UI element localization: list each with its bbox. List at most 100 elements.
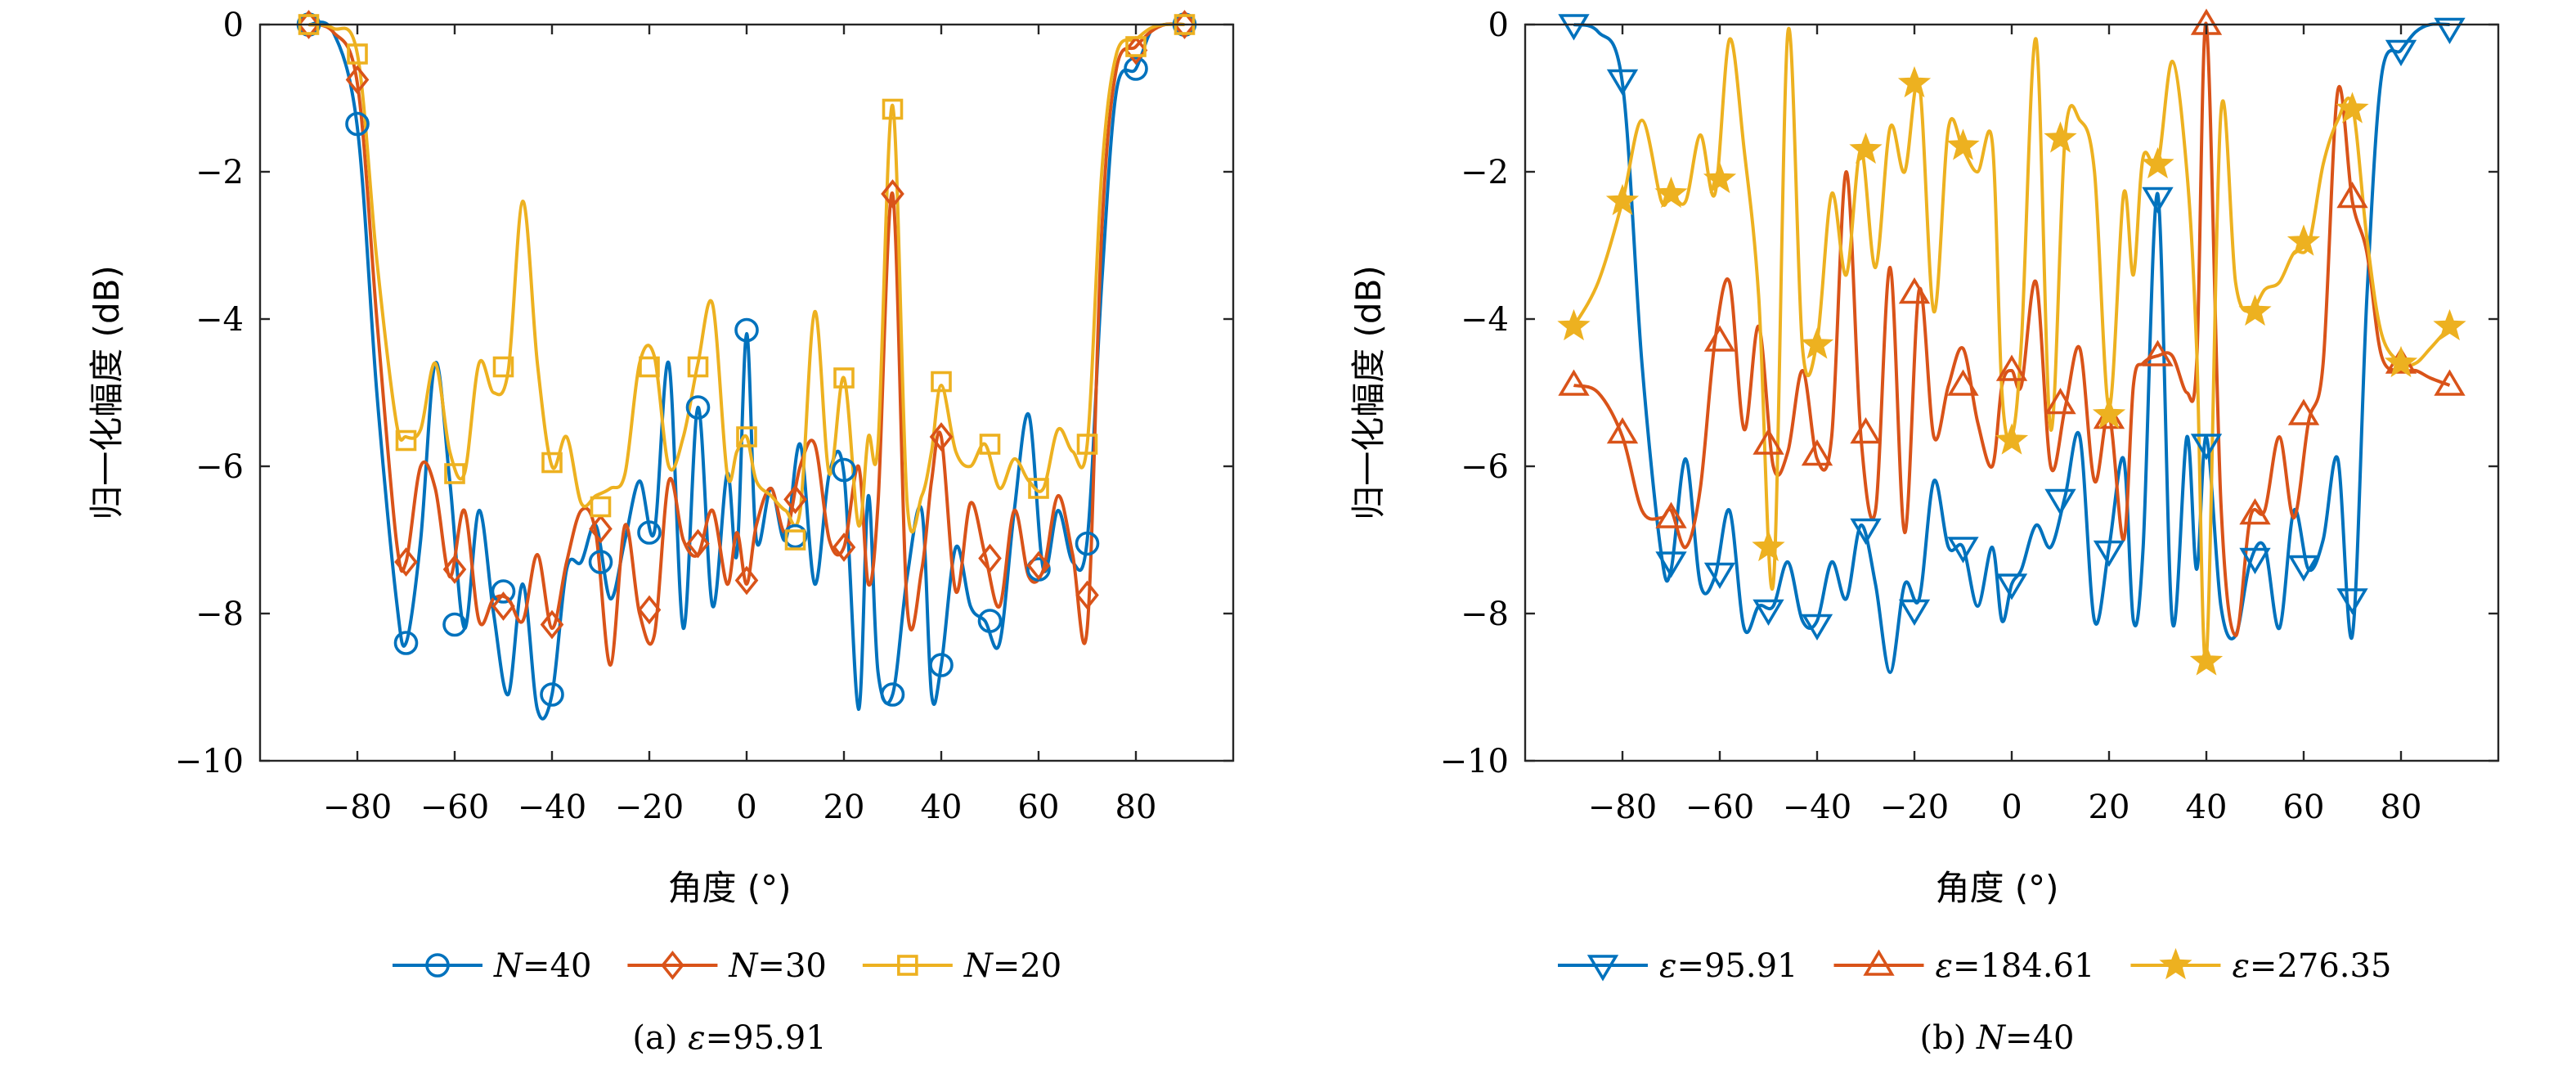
x-tick-label: −40 (1783, 789, 1851, 826)
x-axis-title: 角度 (°) (1935, 868, 2058, 908)
series-3-marker (1752, 529, 1785, 562)
series-2-marker (978, 543, 1002, 573)
series-1-marker (880, 682, 905, 707)
series-2-marker (1801, 438, 1833, 466)
series-2-marker (589, 514, 613, 544)
x-tick-label: 20 (2089, 789, 2130, 826)
legend-label: ε=95.91 (1659, 947, 1798, 985)
series-3-marker (1076, 434, 1098, 455)
x-tick-label: −80 (323, 789, 392, 826)
y-tick-label: −8 (1461, 596, 1509, 633)
series-1-marker (2336, 588, 2368, 615)
series-2-marker (2239, 497, 2271, 525)
legend: N=40 N=30 N=20 (393, 947, 1061, 985)
series-1-marker (2239, 547, 2271, 575)
y-tick-label: −10 (1440, 743, 1509, 780)
series-1-marker (2287, 555, 2320, 582)
series-3-marker (1125, 36, 1147, 57)
series-2-marker (2336, 181, 2368, 209)
series-1-marker (637, 520, 662, 545)
series-2-marker (1995, 354, 2028, 381)
series-1-marker (1703, 562, 1736, 590)
x-tick-label: 80 (1115, 789, 1157, 826)
series-1-marker (1801, 614, 1833, 641)
series-2-marker (1606, 416, 1639, 444)
series-line-2 (307, 22, 1185, 668)
panel-caption: (a) ε=95.91 (632, 1019, 826, 1057)
x-tick-label: −60 (1685, 789, 1754, 826)
series-3-marker (2433, 308, 2466, 341)
series-2-marker (1947, 369, 1979, 396)
series-1-marker (1606, 69, 1639, 97)
series-1-marker (734, 317, 759, 343)
x-tick-label: −40 (518, 789, 586, 826)
y-tick-label: 0 (1488, 7, 1509, 44)
plot-area (296, 10, 1197, 721)
series-1-marker (442, 612, 467, 637)
series-2-marker (2044, 387, 2076, 415)
series-1-marker (540, 682, 564, 707)
panel-a-chart: −80 −60 −40 −20 0 20 40 60 80 0 −2 −4 −6 −8 −10 角度 (°) 归… (87, 7, 1235, 1057)
series-1-marker (832, 457, 856, 483)
series-1-marker (345, 111, 370, 137)
y-tick-label: −4 (195, 301, 244, 339)
series-3-marker (2189, 644, 2224, 676)
y-tick-label: −6 (1461, 448, 1509, 486)
legend-marker (2159, 947, 2192, 980)
series-1-marker (685, 395, 711, 420)
series-1-marker (1752, 599, 1784, 627)
series-1-marker (783, 524, 808, 549)
x-tick-label: 0 (2001, 789, 2022, 826)
series-3-marker (1557, 308, 1591, 341)
series-1-marker (1995, 573, 2028, 600)
series-2-marker (1124, 35, 1148, 65)
series-3-marker (2092, 397, 2126, 429)
series-1-marker (1558, 14, 1590, 41)
series-2-marker (2142, 339, 2174, 366)
series-2-marker (929, 422, 954, 452)
series-1-marker (1075, 531, 1100, 556)
series-line-1 (1573, 22, 2450, 674)
legend-label: N=20 (963, 947, 1061, 985)
series-1-marker (1898, 599, 1931, 627)
series-2-marker (832, 533, 856, 562)
legend-item-2: N=30 (627, 947, 827, 985)
series-1-marker (1655, 551, 1687, 578)
y-tick-label: −6 (195, 448, 244, 486)
series-2-marker (637, 595, 662, 625)
series-3-marker (1605, 183, 1640, 216)
series-3-marker (639, 356, 660, 378)
y-tick-label: −10 (175, 743, 244, 780)
legend-label: N=40 (493, 947, 591, 985)
x-tick-label: 0 (736, 789, 756, 826)
series-3-marker (395, 429, 417, 452)
panel-caption: (b) N=40 (1920, 1019, 2075, 1057)
x-tick-label: −60 (420, 789, 489, 826)
series-2-marker (442, 555, 467, 584)
series-1-marker (2142, 187, 2174, 214)
legend-marker (661, 951, 684, 980)
y-axis-title: 归一化幅度 (dB) (87, 265, 127, 520)
series-3-marker (2384, 345, 2418, 378)
series-1-marker (1850, 518, 1882, 546)
series-2-marker (345, 65, 370, 95)
legend-item-1: ε=95.91 (1558, 947, 1798, 985)
series-2-marker (783, 484, 807, 515)
series-3-marker (979, 434, 1001, 455)
series-2-marker (1703, 325, 1736, 352)
series-2-marker (1026, 551, 1051, 581)
legend-marker (897, 955, 918, 976)
y-tick-label: −4 (1461, 301, 1509, 339)
series-1-marker (977, 609, 1003, 633)
series-1-marker (2093, 540, 2125, 568)
series-2-marker (1173, 10, 1196, 39)
series-2-marker (1898, 276, 1931, 304)
series-2-marker (734, 565, 759, 596)
series-2-marker (394, 547, 418, 577)
series-2-marker (881, 179, 904, 209)
series-3-marker (2044, 121, 2077, 153)
series-2-marker (1075, 580, 1099, 610)
series-2-marker (2287, 398, 2320, 425)
series-3-marker (882, 98, 904, 120)
